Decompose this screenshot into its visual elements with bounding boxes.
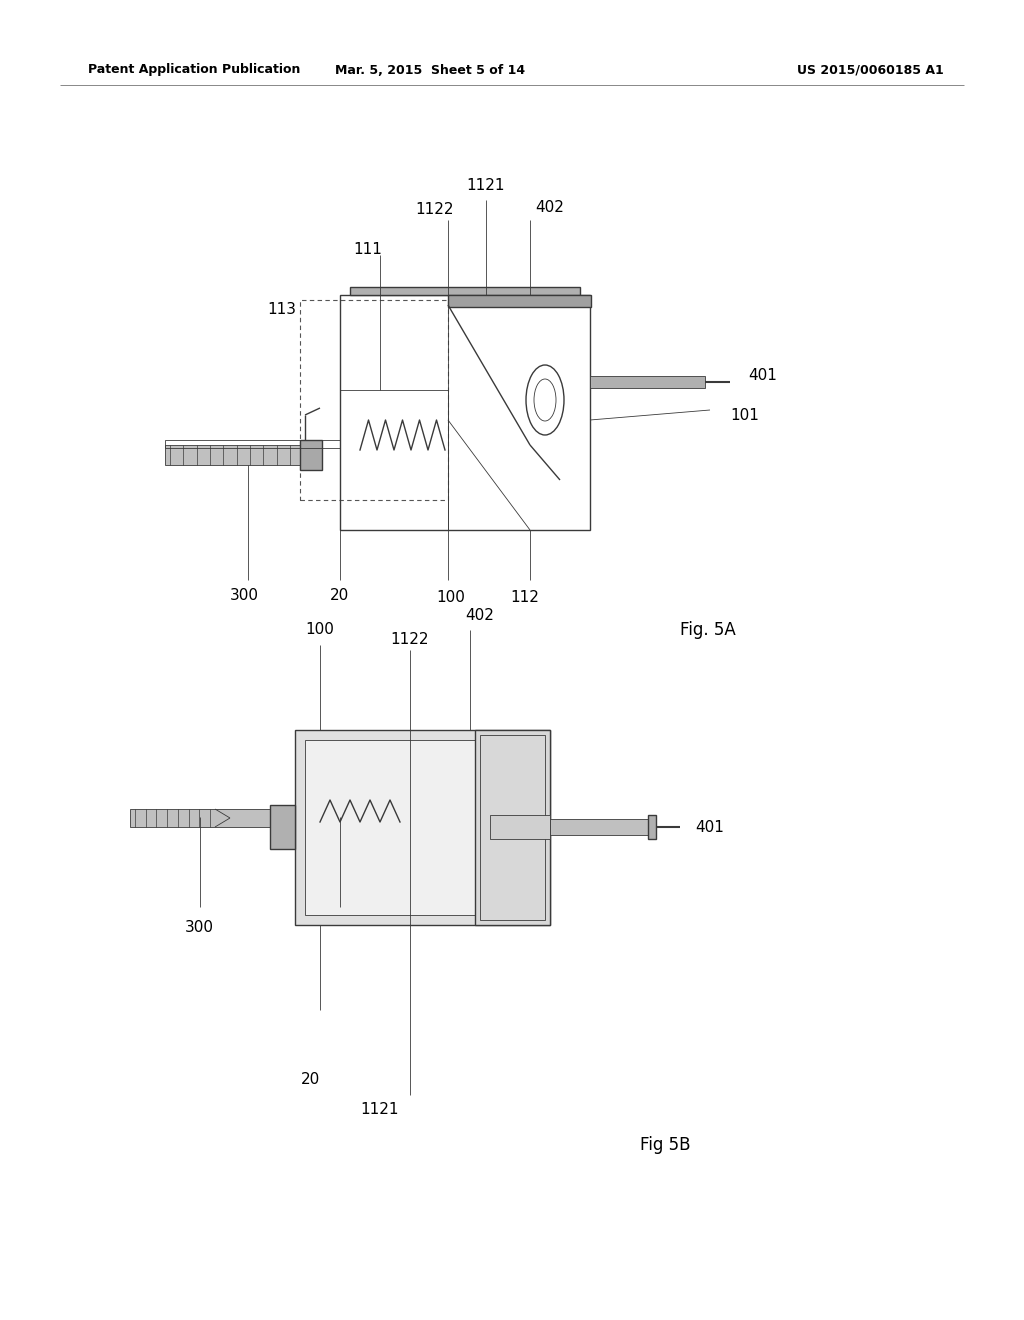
Text: 100: 100: [305, 623, 335, 638]
Bar: [340, 389, 449, 531]
Bar: [300, 300, 449, 500]
Text: 1121: 1121: [360, 1102, 399, 1118]
Text: 1122: 1122: [391, 632, 429, 648]
Text: 300: 300: [185, 920, 214, 935]
Bar: [165, 440, 340, 447]
Bar: [350, 286, 580, 294]
Bar: [480, 735, 545, 920]
Text: 20: 20: [300, 1072, 319, 1088]
Bar: [130, 809, 295, 828]
Text: Fig 5B: Fig 5B: [640, 1137, 690, 1154]
Text: 100: 100: [436, 590, 465, 606]
Bar: [340, 294, 590, 531]
Bar: [490, 814, 550, 840]
Text: 402: 402: [466, 607, 495, 623]
Bar: [475, 730, 550, 925]
Text: 101: 101: [730, 408, 759, 422]
Bar: [300, 440, 322, 470]
Text: Mar. 5, 2015  Sheet 5 of 14: Mar. 5, 2015 Sheet 5 of 14: [335, 63, 525, 77]
Bar: [648, 814, 656, 840]
Bar: [590, 376, 705, 388]
Bar: [270, 805, 295, 849]
Bar: [550, 818, 655, 836]
Text: US 2015/0060185 A1: US 2015/0060185 A1: [797, 63, 943, 77]
Text: 1122: 1122: [416, 202, 455, 218]
Text: 111: 111: [353, 243, 382, 257]
Bar: [295, 730, 550, 925]
Text: 113: 113: [267, 302, 297, 318]
Bar: [449, 294, 591, 308]
Text: 401: 401: [695, 820, 724, 834]
Text: 20: 20: [330, 587, 349, 602]
Text: 300: 300: [230, 587, 259, 602]
Text: 1121: 1121: [467, 177, 505, 193]
Text: 401: 401: [748, 367, 777, 383]
Text: 402: 402: [536, 201, 564, 215]
Text: Patent Application Publication: Patent Application Publication: [88, 63, 300, 77]
Text: 112: 112: [510, 590, 539, 606]
Bar: [165, 445, 300, 465]
Bar: [305, 741, 540, 915]
Text: Fig. 5A: Fig. 5A: [680, 620, 736, 639]
